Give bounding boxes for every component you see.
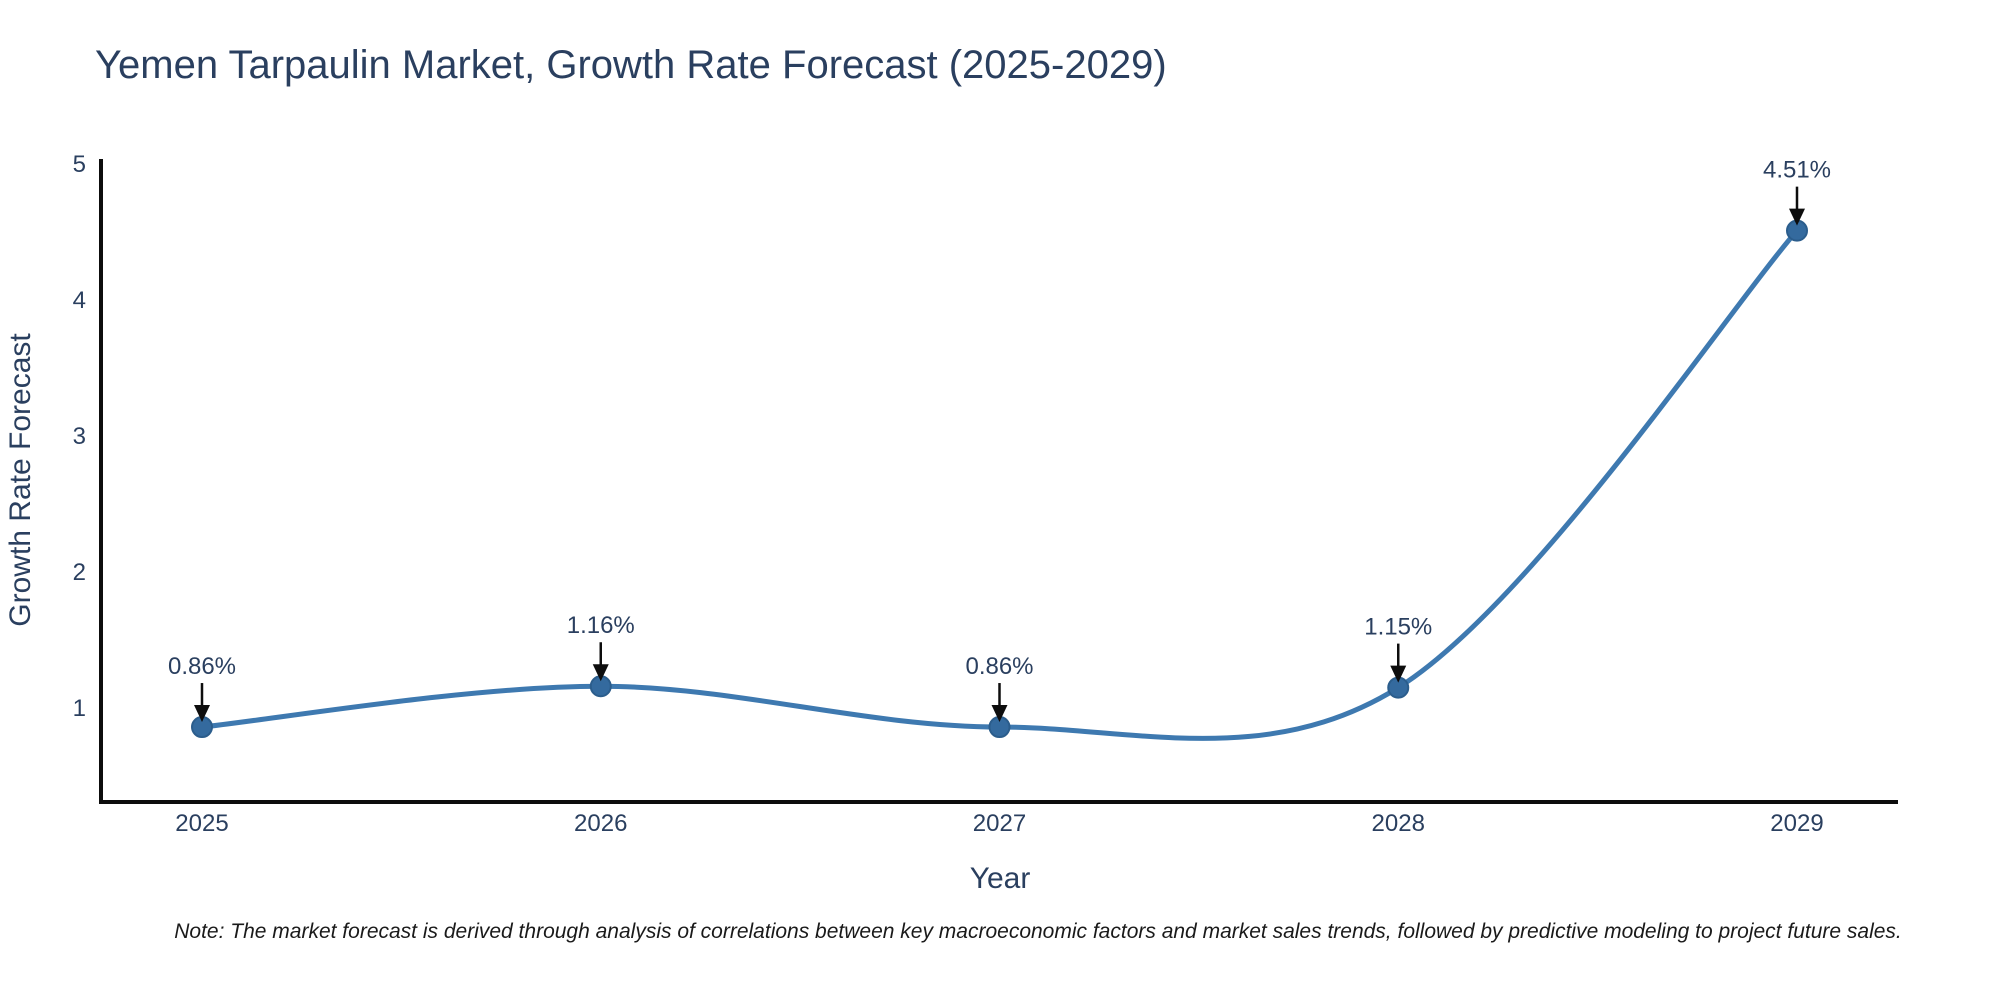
point-annotation: 1.16% [567,612,635,682]
point-annotation: 4.51% [1763,157,1831,226]
annotation-arrowhead [1390,665,1407,683]
annotation-label: 1.16% [567,612,635,639]
y-tick-label: 5 [73,151,86,178]
series-line [199,228,1800,741]
x-tick-label: 2026 [574,810,627,837]
x-tick-label: 2028 [1372,810,1425,837]
y-tick-label: 2 [73,559,86,586]
y-axis-title: Growth Rate Forecast [4,333,37,627]
annotation-label: 0.86% [168,653,236,680]
x-axis-title: Year [970,862,1031,895]
x-tick-label: 2029 [1770,810,1823,837]
y-tick-label: 1 [73,695,86,722]
point-annotation: 0.86% [965,653,1034,723]
y-tick-label: 4 [73,287,86,314]
x-tick-label: 2025 [175,810,228,837]
annotation-label: 0.86% [965,653,1033,680]
point-annotation: 1.15% [1364,614,1432,683]
chart-title: Yemen Tarpaulin Market, Growth Rate Fore… [95,43,1167,87]
annotation-label: 1.15% [1364,614,1432,641]
x-tick-label: 2027 [973,810,1026,837]
x-tick-labels: 2025 2026 2027 2028 2029 [175,810,1823,837]
y-tick-label: 3 [73,423,86,450]
annotation-arrowhead [991,705,1008,723]
point-annotations: 0.86% 1.16% 0.86% 1.15% 4.51% [168,157,1831,723]
y-tick-labels: 1 2 3 4 5 [73,151,86,722]
annotation-arrowhead [194,705,210,723]
point-annotation: 0.86% [168,653,236,723]
annotation-arrowhead [592,664,609,682]
annotation-arrowhead [1789,208,1805,226]
series-line-group [199,228,1800,741]
annotation-label: 4.51% [1763,157,1831,184]
footnote: Note: The market forecast is derived thr… [174,920,1902,943]
